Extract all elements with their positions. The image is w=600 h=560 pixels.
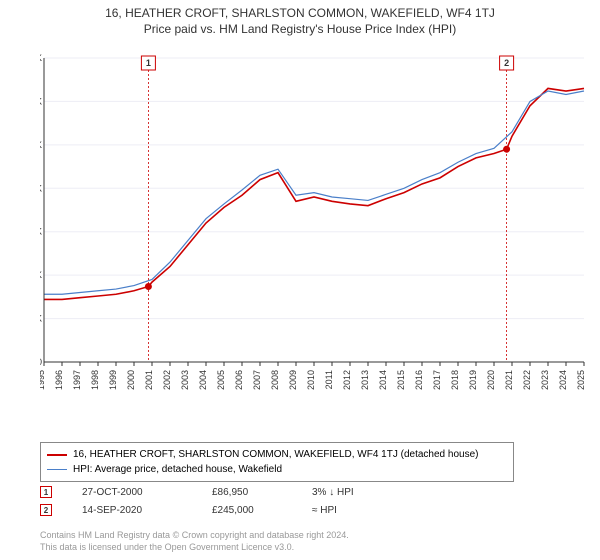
svg-text:2017: 2017 [432,370,442,390]
svg-text:2009: 2009 [288,370,298,390]
svg-text:1999: 1999 [108,370,118,390]
sale-point-marker: 1 [40,486,52,498]
chart-title: 16, HEATHER CROFT, SHARLSTON COMMON, WAK… [0,6,600,20]
svg-text:2: 2 [504,58,509,68]
sale-point-delta: ≈ HPI [312,505,402,516]
svg-text:2007: 2007 [252,370,262,390]
svg-text:£300K: £300K [40,96,42,106]
sale-point-price: £86,950 [212,487,282,498]
svg-text:1997: 1997 [72,370,82,390]
svg-text:2008: 2008 [270,370,280,390]
svg-text:2003: 2003 [180,370,190,390]
svg-text:£50K: £50K [40,314,42,324]
svg-text:2012: 2012 [342,370,352,390]
svg-text:£200K: £200K [40,183,42,193]
chart-subtitle: Price paid vs. HM Land Registry's House … [0,22,600,36]
svg-text:1995: 1995 [40,370,46,390]
sale-point-row: 1 27-OCT-2000 £86,950 3% ↓ HPI [40,486,402,498]
svg-text:2001: 2001 [144,370,154,390]
svg-text:2010: 2010 [306,370,316,390]
legend-swatch [47,469,67,470]
svg-text:2020: 2020 [486,370,496,390]
svg-text:2006: 2006 [234,370,244,390]
svg-text:2005: 2005 [216,370,226,390]
sale-points: 1 27-OCT-2000 £86,950 3% ↓ HPI 2 14-SEP-2020 £… [40,486,402,522]
svg-text:£150K: £150K [40,227,42,237]
sale-point-marker: 2 [40,504,52,516]
legend-row: HPI: Average price, detached house, Wake… [47,462,507,477]
svg-text:2025: 2025 [576,370,586,390]
svg-text:2018: 2018 [450,370,460,390]
svg-text:2022: 2022 [522,370,532,390]
legend-swatch [47,454,67,456]
sale-point-date: 14-SEP-2020 [82,505,182,516]
legend-row: 16, HEATHER CROFT, SHARLSTON COMMON, WAK… [47,447,507,462]
svg-text:2024: 2024 [558,370,568,390]
svg-text:2014: 2014 [378,370,388,390]
svg-text:£350K: £350K [40,53,42,63]
legend-label: 16, HEATHER CROFT, SHARLSTON COMMON, WAK… [73,447,478,462]
line-chart: £0 £50K £100K £150K £200K £250K £300K £350K 1995… [40,48,588,398]
footer-line1: Contains HM Land Registry data © Crown c… [40,530,349,542]
footer-note: Contains HM Land Registry data © Crown c… [40,530,349,553]
sale-point-price: £245,000 [212,505,282,516]
legend-label: HPI: Average price, detached house, Wake… [73,462,282,477]
svg-text:2004: 2004 [198,370,208,390]
svg-text:2015: 2015 [396,370,406,390]
svg-text:2019: 2019 [468,370,478,390]
sale-point-delta: 3% ↓ HPI [312,487,402,498]
svg-text:2021: 2021 [504,370,514,390]
svg-text:£100K: £100K [40,270,42,280]
footer-line2: This data is licensed under the Open Gov… [40,542,349,554]
title-block: 16, HEATHER CROFT, SHARLSTON COMMON, WAK… [0,0,600,36]
svg-text:2002: 2002 [162,370,172,390]
chart-container: 16, HEATHER CROFT, SHARLSTON COMMON, WAK… [0,0,600,560]
svg-text:2013: 2013 [360,370,370,390]
svg-text:2011: 2011 [324,370,334,389]
svg-text:1998: 1998 [90,370,100,390]
svg-text:2023: 2023 [540,370,550,390]
legend: 16, HEATHER CROFT, SHARLSTON COMMON, WAK… [40,442,514,482]
svg-text:1: 1 [146,58,151,68]
svg-text:1996: 1996 [54,370,64,390]
svg-text:£250K: £250K [40,140,42,150]
svg-text:£0: £0 [40,357,42,367]
sale-point-row: 2 14-SEP-2020 £245,000 ≈ HPI [40,504,402,516]
svg-text:2000: 2000 [126,370,136,390]
svg-text:2016: 2016 [414,370,424,390]
sale-point-date: 27-OCT-2000 [82,487,182,498]
